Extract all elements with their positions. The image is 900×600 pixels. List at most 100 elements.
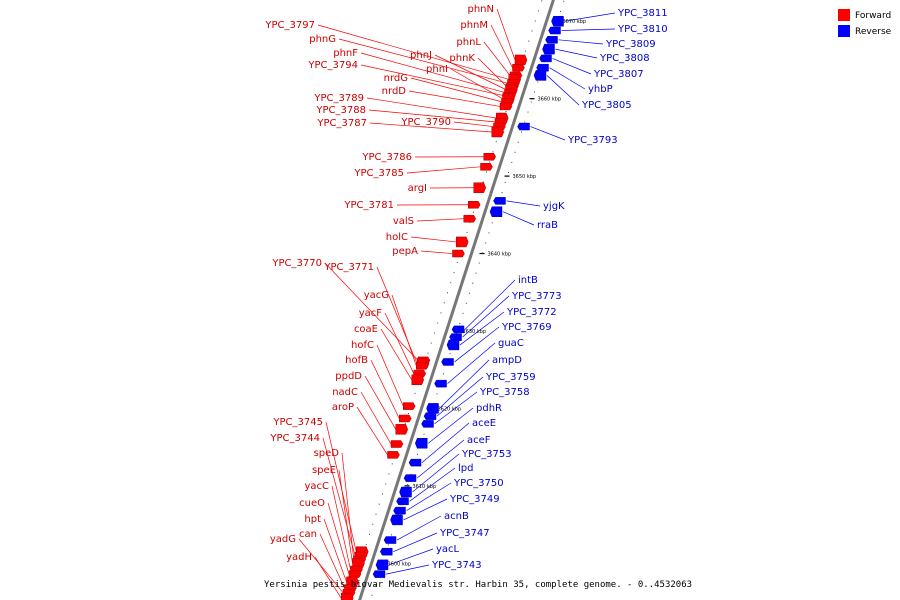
reverse-gene-label[interactable]: ampD xyxy=(492,355,522,366)
reverse-gene-label[interactable]: yacL xyxy=(436,544,460,555)
reverse-gene[interactable] xyxy=(372,570,386,578)
forward-gene-label[interactable]: YPC_3785 xyxy=(353,168,404,179)
reverse-gene-label[interactable]: YPC_3793 xyxy=(567,135,618,146)
reverse-gene-label[interactable]: YPC_3743 xyxy=(431,560,482,571)
forward-gene-label[interactable]: cueO xyxy=(299,498,325,509)
forward-gene[interactable] xyxy=(387,451,400,459)
forward-gene[interactable] xyxy=(468,201,481,209)
reverse-gene[interactable] xyxy=(536,63,549,72)
reverse-gene[interactable] xyxy=(542,43,555,55)
reverse-gene[interactable] xyxy=(493,197,506,205)
forward-gene[interactable] xyxy=(480,163,493,171)
forward-gene-label[interactable]: ppdD xyxy=(335,371,362,382)
forward-gene[interactable] xyxy=(463,214,477,223)
reverse-gene-label[interactable]: acnB xyxy=(444,511,469,522)
forward-gene[interactable] xyxy=(514,54,528,66)
reverse-gene-label[interactable]: pdhR xyxy=(476,403,502,414)
forward-gene-label[interactable]: YPC_3781 xyxy=(343,200,394,211)
forward-gene-label[interactable]: speE xyxy=(312,465,336,476)
reverse-gene[interactable] xyxy=(408,458,422,467)
forward-gene-label[interactable]: YPC_3794 xyxy=(307,60,358,71)
reverse-gene[interactable] xyxy=(414,438,428,449)
reverse-gene[interactable] xyxy=(533,70,547,81)
reverse-gene[interactable] xyxy=(517,122,530,131)
reverse-gene-label[interactable]: intB xyxy=(518,275,538,286)
reverse-gene-label[interactable]: yhbP xyxy=(588,84,613,95)
reverse-gene[interactable] xyxy=(390,514,403,526)
forward-gene[interactable] xyxy=(411,374,425,386)
forward-gene[interactable] xyxy=(452,249,465,258)
forward-gene-label[interactable]: nrdG xyxy=(384,73,408,84)
reverse-gene[interactable] xyxy=(434,379,447,388)
forward-gene[interactable] xyxy=(456,236,469,248)
reverse-gene-label[interactable]: YPC_3749 xyxy=(449,494,500,505)
forward-gene-label[interactable]: yacC xyxy=(304,481,329,492)
forward-gene[interactable] xyxy=(473,182,487,193)
forward-gene-label[interactable]: YPC_3797 xyxy=(264,20,315,31)
reverse-gene-label[interactable]: YPC_3805 xyxy=(581,100,632,111)
forward-gene-label[interactable]: YPC_3770 xyxy=(271,258,322,269)
reverse-gene-label[interactable]: guaC xyxy=(498,338,524,349)
reverse-gene[interactable] xyxy=(375,559,389,571)
reverse-gene-label[interactable]: yjgK xyxy=(543,201,565,212)
reverse-gene-label[interactable]: YPC_3769 xyxy=(501,322,552,333)
reverse-gene-label[interactable]: YPC_3811 xyxy=(617,8,668,19)
forward-gene-label[interactable]: yacG xyxy=(364,290,389,301)
reverse-gene-label[interactable]: YPC_3809 xyxy=(605,39,656,50)
reverse-gene[interactable] xyxy=(441,358,454,366)
forward-gene-label[interactable]: phnI xyxy=(426,64,448,75)
forward-gene-label[interactable]: YPC_3790 xyxy=(400,117,451,128)
forward-gene-label[interactable]: phnK xyxy=(449,53,475,64)
reverse-gene-label[interactable]: YPC_3773 xyxy=(511,291,562,302)
forward-gene-label[interactable]: aroP xyxy=(332,402,354,413)
forward-gene-label[interactable]: coaE xyxy=(354,324,378,335)
forward-gene-label[interactable]: nadC xyxy=(332,387,358,398)
reverse-gene-label[interactable]: YPC_3747 xyxy=(439,528,490,539)
reverse-gene[interactable] xyxy=(548,26,561,35)
reverse-gene-label[interactable]: YPC_3753 xyxy=(461,449,512,460)
forward-gene-label[interactable]: holC xyxy=(386,232,408,243)
forward-gene[interactable] xyxy=(390,440,404,448)
reverse-gene[interactable] xyxy=(539,54,552,63)
forward-gene-label[interactable]: nrdD xyxy=(382,86,407,97)
reverse-gene-label[interactable]: rraB xyxy=(537,220,558,231)
reverse-gene[interactable] xyxy=(489,206,503,217)
reverse-gene-label[interactable]: YPC_3759 xyxy=(485,372,536,383)
reverse-gene-label[interactable]: YPC_3750 xyxy=(453,478,504,489)
forward-gene-label[interactable]: hofC xyxy=(351,340,374,351)
forward-gene-label[interactable]: phnG xyxy=(309,34,336,45)
forward-gene[interactable] xyxy=(395,424,409,435)
forward-gene-label[interactable]: phnN xyxy=(467,4,494,15)
reverse-gene[interactable] xyxy=(426,403,439,414)
forward-gene-label[interactable]: argI xyxy=(408,183,427,194)
forward-gene-label[interactable]: YPC_3787 xyxy=(316,118,367,129)
forward-gene[interactable] xyxy=(403,402,416,410)
forward-gene[interactable] xyxy=(399,414,412,423)
reverse-gene[interactable] xyxy=(551,15,564,27)
forward-gene-label[interactable]: phnJ xyxy=(410,50,432,61)
reverse-gene[interactable] xyxy=(451,325,465,334)
forward-gene-label[interactable]: valS xyxy=(393,216,414,227)
forward-gene[interactable] xyxy=(491,126,505,138)
forward-gene-label[interactable]: YPC_3771 xyxy=(323,262,374,273)
reverse-gene[interactable] xyxy=(393,506,406,515)
forward-gene-label[interactable]: phnM xyxy=(460,20,488,31)
reverse-gene[interactable] xyxy=(421,420,434,428)
reverse-gene-label[interactable]: lpd xyxy=(458,463,473,474)
forward-gene-label[interactable]: yadH xyxy=(286,552,312,563)
forward-gene-label[interactable]: phnF xyxy=(333,48,358,59)
reverse-gene[interactable] xyxy=(403,474,417,482)
forward-gene-label[interactable]: YPC_3744 xyxy=(269,433,320,444)
reverse-gene[interactable] xyxy=(449,333,462,341)
reverse-gene-label[interactable]: aceF xyxy=(467,435,491,446)
reverse-gene[interactable] xyxy=(379,547,393,556)
reverse-gene-label[interactable]: YPC_3758 xyxy=(479,387,530,398)
reverse-gene-label[interactable]: YPC_3807 xyxy=(593,69,644,80)
reverse-gene-label[interactable]: YPC_3772 xyxy=(506,307,557,318)
forward-gene-label[interactable]: hpt xyxy=(304,514,321,525)
forward-gene[interactable] xyxy=(348,570,362,578)
reverse-gene[interactable] xyxy=(423,412,437,420)
reverse-gene-label[interactable]: YPC_3810 xyxy=(617,24,668,35)
forward-gene-label[interactable]: YPC_3788 xyxy=(315,105,366,116)
forward-gene-label[interactable]: phnL xyxy=(456,37,481,48)
